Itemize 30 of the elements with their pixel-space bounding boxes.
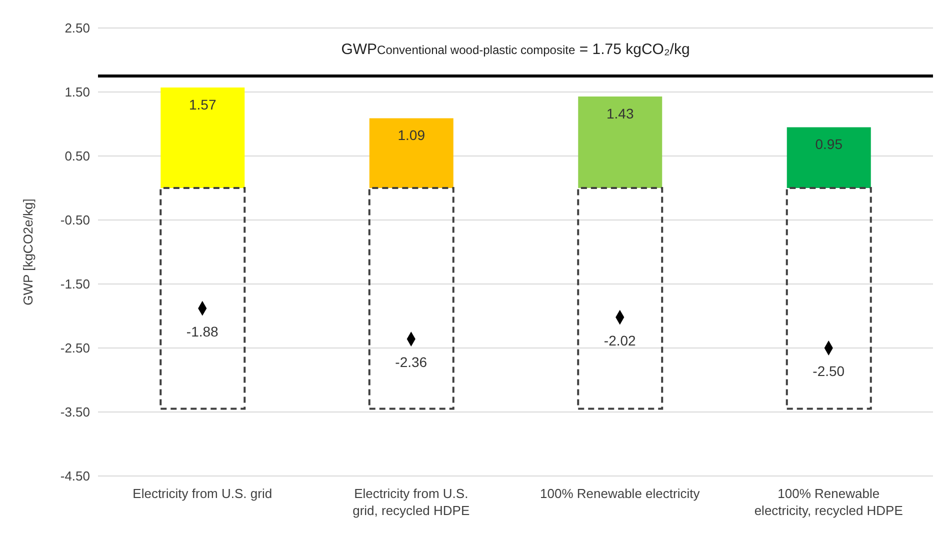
- bar: [577, 187, 664, 410]
- bar: [578, 96, 662, 188]
- y-tick-label: 1.50: [64, 84, 90, 100]
- data-label: -2.36: [395, 354, 428, 370]
- y-tick-label: -2.50: [60, 340, 90, 356]
- y-tick-label: -3.50: [60, 404, 90, 420]
- bar: [368, 187, 454, 410]
- data-label: 1.43: [606, 105, 634, 122]
- x-tick-label: 100% Renewable electricity: [540, 486, 700, 501]
- data-label: 1.57: [189, 96, 216, 113]
- bar: [160, 88, 245, 188]
- y-tick-label: -0.50: [60, 212, 90, 228]
- data-label: 1.09: [398, 127, 426, 144]
- bar: [369, 118, 454, 188]
- x-tick-label: Electricity from U.S. grid: [132, 486, 272, 501]
- x-tick-label: Electricity from U.S. grid, recycled HDPE: [352, 486, 470, 518]
- bar: [786, 187, 872, 410]
- y-tick-label: 0.50: [64, 148, 90, 164]
- y-axis-title: GWP [kgCO2e/kg]: [20, 198, 36, 306]
- data-label: -2.02: [604, 332, 636, 348]
- data-label: -2.50: [812, 363, 845, 379]
- y-tick-label: -4.50: [60, 468, 90, 484]
- y-tick-label: -1.50: [60, 276, 90, 292]
- bar: [160, 187, 246, 410]
- ref-line-label: GWPConventional wood-plastic composite = 1.75 kgCO₂/kg: [341, 41, 690, 58]
- data-label: -1.88: [186, 323, 219, 340]
- y-tick-label: 2.50: [64, 20, 90, 36]
- x-tick-label: 100% Renewable electricity, recycled HDPE: [754, 486, 904, 518]
- data-label: 0.95: [815, 136, 843, 152]
- bar: [786, 127, 871, 188]
